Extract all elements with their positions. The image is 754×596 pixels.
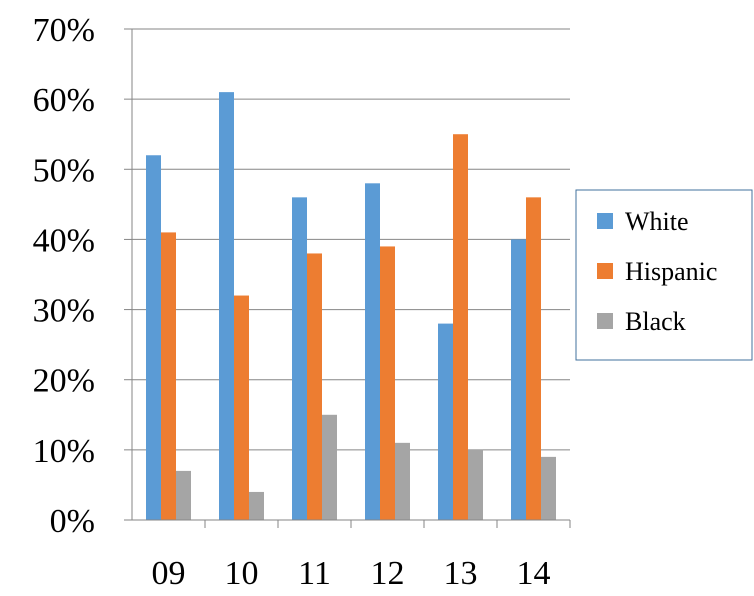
bar-black-09 [176,470,191,520]
bar-white-13 [438,323,453,520]
legend: White Hispanic Black [575,189,753,361]
y-tick-label: 30% [33,293,95,330]
bar-white-09 [146,155,161,520]
x-tick-label: 10 [225,555,259,592]
gridlines [132,28,570,451]
y-tick-label: 70% [33,12,95,49]
x-tick-labels: 09 10 11 12 13 14 [152,555,551,592]
y-tick-label: 0% [50,503,95,540]
bar-hispanic-14 [526,197,541,521]
y-tick-label: 20% [33,363,95,400]
bar-hispanic-11 [307,253,322,520]
bar-black-14 [541,456,556,520]
axes [124,28,571,528]
bar-hispanic-13 [453,134,468,520]
legend-swatch-black [597,313,613,329]
bars [146,92,556,521]
legend-label-hispanic: Hispanic [625,257,717,286]
bar-black-13 [468,449,483,520]
bar-hispanic-10 [234,295,249,520]
y-tick-labels: 0% 10% 20% 30% 40% 50% 60% 70% [33,12,95,540]
x-tick-label: 14 [517,555,551,592]
x-tick-label: 13 [444,555,478,592]
bar-hispanic-12 [380,246,395,520]
x-tick-label: 12 [371,555,405,592]
y-tick-label: 10% [33,433,95,470]
legend-swatch-hispanic [597,263,613,279]
bar-hispanic-09 [161,232,176,520]
y-tick-label: 40% [33,222,95,259]
legend-swatch-white [597,213,613,229]
bar-black-10 [249,491,264,520]
bar-white-12 [365,183,380,521]
x-tick-label: 11 [298,555,331,592]
bar-white-11 [292,197,307,521]
y-tick-label: 50% [33,152,95,189]
y-tick-label: 60% [33,82,95,119]
bar-white-14 [511,239,526,520]
bar-black-11 [322,414,337,520]
bar-black-12 [395,442,410,520]
legend-label-black: Black [625,307,686,336]
bar-white-10 [219,92,234,520]
x-tick-label: 09 [152,555,186,592]
legend-label-white: White [625,207,689,236]
